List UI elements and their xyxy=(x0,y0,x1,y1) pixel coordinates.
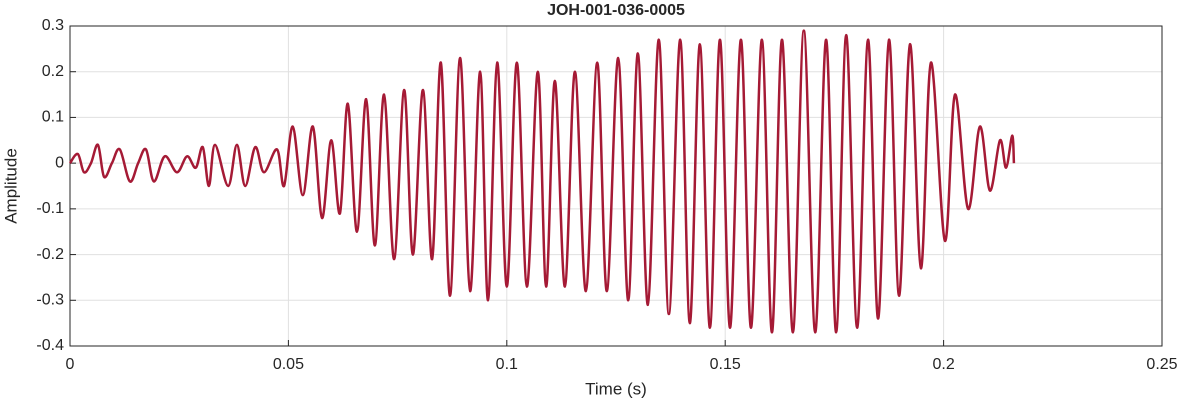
x-tick-label: 0.25 xyxy=(1146,356,1177,373)
x-tick-label: 0.2 xyxy=(932,356,954,373)
y-tick-label: -0.4 xyxy=(36,337,64,354)
plot-frame xyxy=(69,25,1163,347)
y-tick-label: 0.1 xyxy=(42,109,64,126)
x-tick-label: 0 xyxy=(66,356,75,373)
y-tick-label: -0.1 xyxy=(36,200,64,217)
chart-title: JOH-001-036-0005 xyxy=(547,2,685,19)
x-tick-label: 0.05 xyxy=(273,356,304,373)
y-tick-label: 0.2 xyxy=(42,63,64,80)
x-tick-label: 0.15 xyxy=(710,356,741,373)
x-tick-label: 0.1 xyxy=(496,356,518,373)
y-tick-label: -0.2 xyxy=(36,246,64,263)
signal-line xyxy=(68,29,1016,334)
y-tick-label: 0 xyxy=(55,154,64,171)
x-axis-label: Time (s) xyxy=(585,379,647,398)
y-axis-label: Amplitude xyxy=(1,148,20,224)
y-tick-label: -0.3 xyxy=(36,292,64,309)
y-tick-label: 0.3 xyxy=(42,17,64,34)
